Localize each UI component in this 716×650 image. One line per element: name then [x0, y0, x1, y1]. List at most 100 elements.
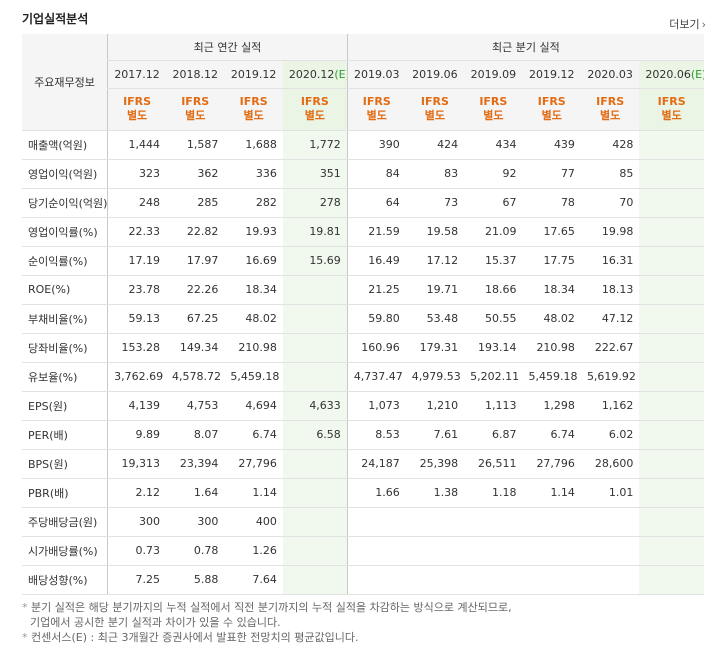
row-label: 시가배당률(%)	[22, 536, 108, 566]
value-cell: 17.65	[522, 216, 581, 247]
value-cell: 4,139	[107, 390, 167, 421]
value-cell	[580, 506, 640, 537]
value-cell: 362	[166, 159, 225, 189]
value-cell: 23,394	[166, 449, 225, 479]
value-cell: 27,796	[522, 449, 581, 479]
row-label: BPS(원)	[22, 449, 108, 479]
value-cell: 16.49	[346, 246, 406, 276]
table-row: 당기순이익(억원) 248 285 282 278 64 73 67 78 70	[22, 188, 704, 218]
value-cell	[522, 506, 581, 537]
note-bullet: *	[22, 631, 31, 644]
value-cell: 21.59	[346, 216, 406, 247]
value-cell	[522, 565, 581, 595]
ifrs-bottom: 별도	[185, 109, 206, 122]
value-cell: 19.58	[405, 216, 465, 247]
value-cell: 193.14	[464, 333, 523, 363]
ifrs-label: IFRS 별도	[230, 95, 276, 123]
value-cell	[639, 159, 704, 189]
value-cell	[282, 536, 348, 566]
value-cell	[639, 390, 704, 421]
value-cell: 300	[107, 506, 167, 537]
value-cell: 8.07	[166, 420, 225, 450]
value-cell: 92	[464, 159, 523, 189]
ifrs-label: IFRS 별도	[587, 95, 633, 123]
period-header: 2017.12	[107, 60, 167, 89]
row-label: 주당배당금(원)	[22, 506, 108, 537]
row-label: 유보율(%)	[22, 362, 108, 392]
value-cell: 6.74	[224, 420, 283, 450]
value-cell: 4,578.72	[166, 362, 225, 392]
period-row: 2017.122018.122019.122020.12(E)2019.0320…	[22, 60, 704, 89]
value-cell	[282, 303, 348, 334]
period-header: 2020.06(E)	[639, 60, 704, 89]
value-cell: 26,511	[464, 449, 523, 479]
value-cell: 21.25	[346, 275, 406, 305]
value-cell: 84	[346, 159, 406, 189]
table-row: 당좌비율(%) 153.28 149.34 210.98 160.96 179.31 193…	[22, 333, 704, 363]
value-cell	[639, 565, 704, 595]
value-cell: 336	[224, 159, 283, 189]
ifrs-header: IFRS 별도	[166, 88, 225, 131]
value-cell: 1.18	[464, 478, 523, 508]
value-cell	[282, 565, 348, 595]
value-cell	[464, 506, 523, 537]
value-cell	[346, 565, 406, 595]
value-cell: 278	[282, 188, 348, 218]
table-row: EPS(원) 4,139 4,753 4,694 4,633 1,073 1,210 1,11…	[22, 390, 704, 421]
ifrs-top: IFRS	[420, 95, 449, 108]
value-cell	[346, 536, 406, 566]
note-text: 컨센서스(E) : 최근 3개월간 증권사에서 발표한 전망치의 평균값입니다.	[31, 631, 359, 644]
value-cell: 7.64	[224, 565, 283, 595]
value-cell: 9.89	[107, 420, 167, 450]
value-cell: 3,762.69	[107, 362, 167, 392]
ifrs-label: IFRS 별도	[289, 95, 341, 123]
value-cell: 4,694	[224, 390, 283, 421]
ifrs-header: IFRS 별도	[107, 88, 167, 131]
row-label: ROE(%)	[22, 275, 108, 305]
ifrs-header: IFRS 별도	[464, 88, 523, 131]
row-label: 매출액(억원)	[22, 129, 108, 160]
value-cell	[639, 246, 704, 276]
value-cell: 1,113	[464, 390, 523, 421]
ifrs-bottom: 별도	[126, 109, 148, 122]
ifrs-bottom: 별도	[600, 109, 621, 122]
table-row: BPS(원) 19,313 23,394 27,796 24,187 25,398 26,5…	[22, 449, 704, 479]
ifrs-header: IFRS 별도	[639, 88, 704, 131]
value-cell	[639, 333, 704, 363]
row-label: PBR(배)	[22, 478, 108, 508]
value-cell: 222.67	[580, 333, 640, 363]
value-cell: 1.01	[580, 478, 640, 508]
note-quarter-cont: 기업에서 공시한 분기 실적과 차이가 있을 수 있습니다.	[22, 615, 702, 630]
value-cell: 248	[107, 188, 167, 218]
value-cell	[639, 129, 704, 160]
value-cell	[639, 536, 704, 566]
footnotes: * 분기 실적은 해당 분기까지의 누적 실적에서 직전 분기까지의 누적 실적…	[22, 600, 702, 645]
period-header: 2019.09	[464, 60, 523, 89]
value-cell: 1,772	[282, 129, 348, 160]
value-cell	[639, 506, 704, 537]
value-cell: 4,737.47	[346, 362, 406, 392]
value-cell: 0.73	[107, 536, 167, 566]
value-cell: 19,313	[107, 449, 167, 479]
value-cell	[464, 565, 523, 595]
row-label: 부채비율(%)	[22, 303, 108, 334]
more-link[interactable]: 더보기 ›	[669, 16, 706, 32]
row-label: EPS(원)	[22, 390, 108, 421]
value-cell: 1,162	[580, 390, 640, 421]
value-cell: 25,398	[405, 449, 465, 479]
ifrs-label: IFRS 별도	[470, 95, 516, 123]
value-cell: 282	[224, 188, 283, 218]
value-cell: 1.26	[224, 536, 283, 566]
value-cell: 179.31	[405, 333, 465, 363]
row-label: 영업이익(억원)	[22, 159, 108, 189]
value-cell: 67	[464, 188, 523, 218]
value-cell: 16.31	[580, 246, 640, 276]
ifrs-row: IFRS 별도 IFRS 별도 IFRS 별도 IFRS 별도 IFRS 별도 IFRS 별도 IFRS…	[22, 88, 704, 131]
ifrs-bottom: 별도	[366, 109, 387, 122]
value-cell: 17.75	[522, 246, 581, 276]
value-cell: 83	[405, 159, 465, 189]
note-bullet: *	[22, 601, 31, 614]
value-cell: 400	[224, 506, 283, 537]
value-cell: 424	[405, 129, 465, 160]
value-cell: 6.87	[464, 420, 523, 450]
